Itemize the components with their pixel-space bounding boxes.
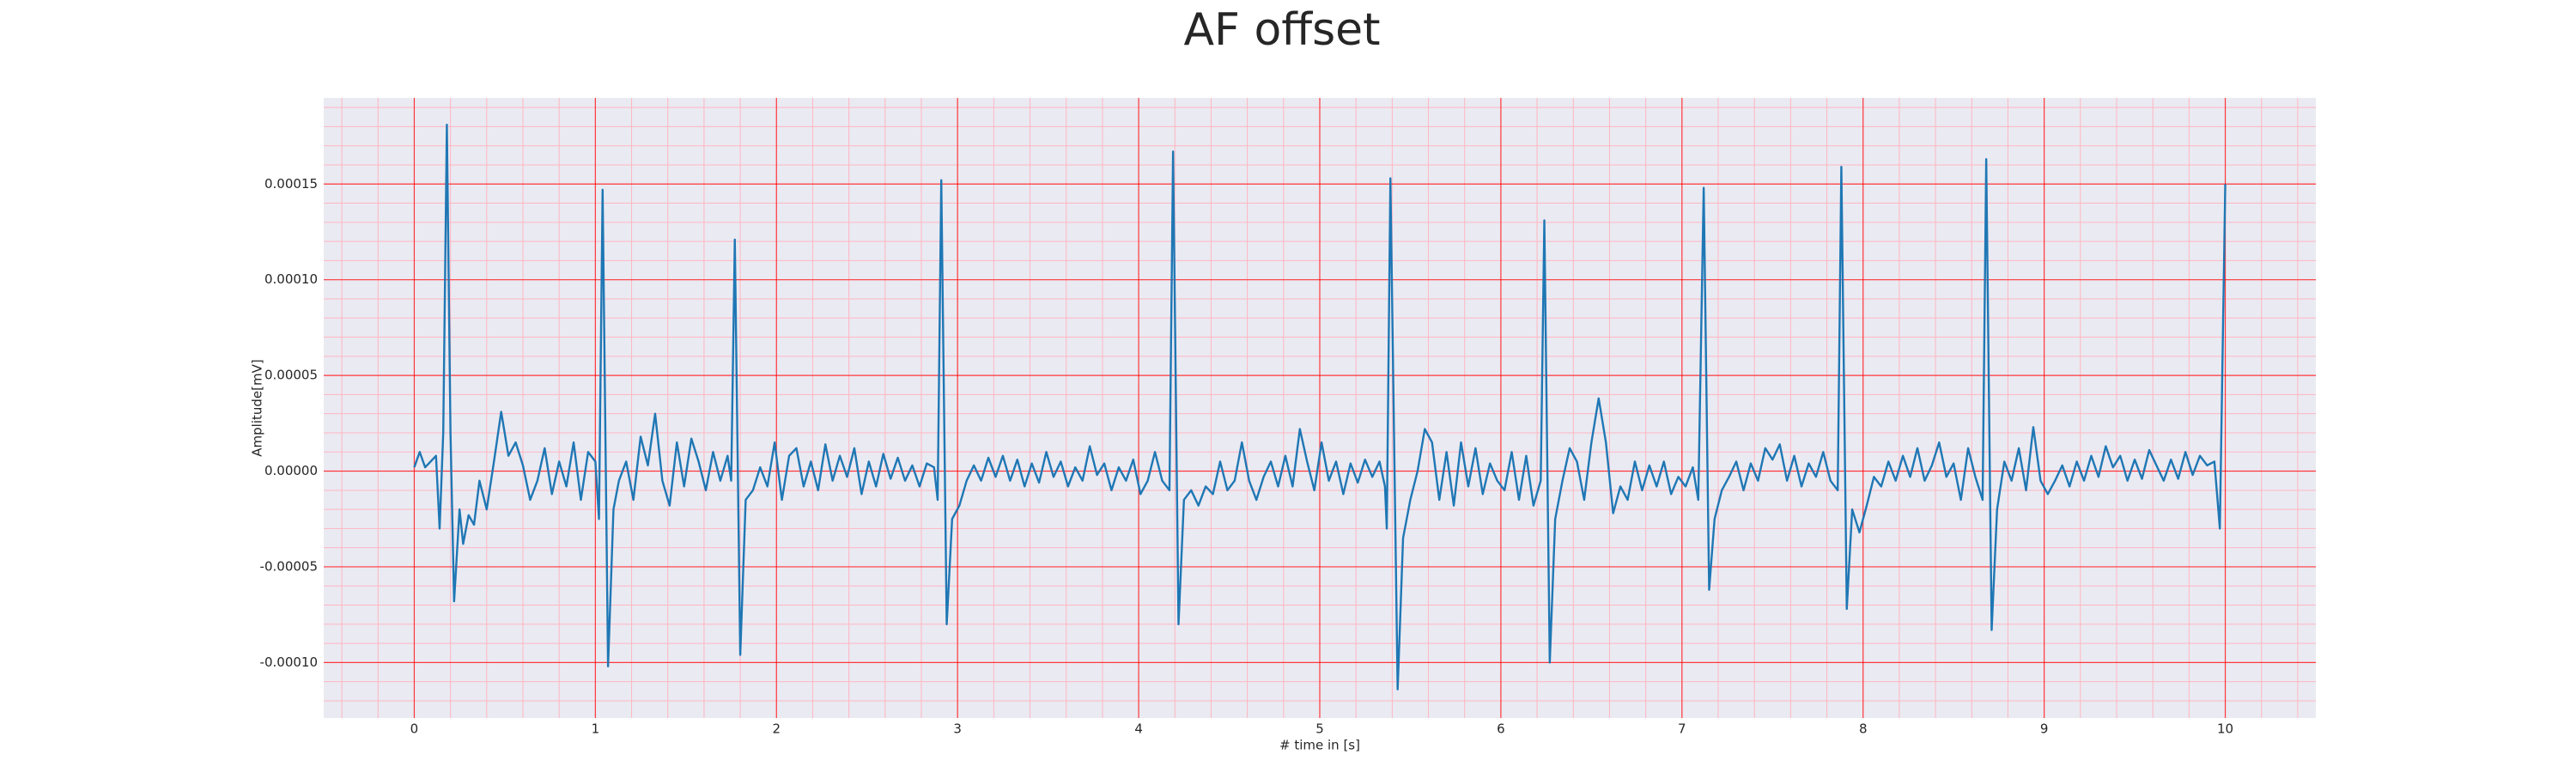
x-tick-label: 9 xyxy=(2040,721,2049,737)
x-tick-label: 1 xyxy=(592,721,600,737)
x-tick-label: 8 xyxy=(1859,721,1868,737)
y-tick-label: 0.00005 xyxy=(264,368,318,383)
x-tick-label: 5 xyxy=(1315,721,1324,737)
y-tick-label: 0.00015 xyxy=(264,176,318,192)
x-tick-label: 0 xyxy=(410,721,419,737)
y-axis-label: Amplitude[mV] xyxy=(250,359,265,456)
signal-line xyxy=(413,124,2227,691)
x-tick-label: 2 xyxy=(772,721,781,737)
x-tick-label: 6 xyxy=(1497,721,1505,737)
x-axis-label: # time in [s] xyxy=(1279,738,1360,753)
y-tick-label: 0.00000 xyxy=(264,463,318,478)
chart-title: AF offset xyxy=(1183,4,1380,56)
x-tick-label: 3 xyxy=(953,721,962,737)
x-tick-label: 7 xyxy=(1678,721,1686,737)
x-tick-label: 10 xyxy=(2217,721,2233,737)
y-tick-label: -0.00005 xyxy=(260,558,318,574)
y-tick-label: 0.00010 xyxy=(264,271,318,287)
y-tick-label: -0.00010 xyxy=(260,654,318,670)
x-tick-label: 4 xyxy=(1134,721,1143,737)
